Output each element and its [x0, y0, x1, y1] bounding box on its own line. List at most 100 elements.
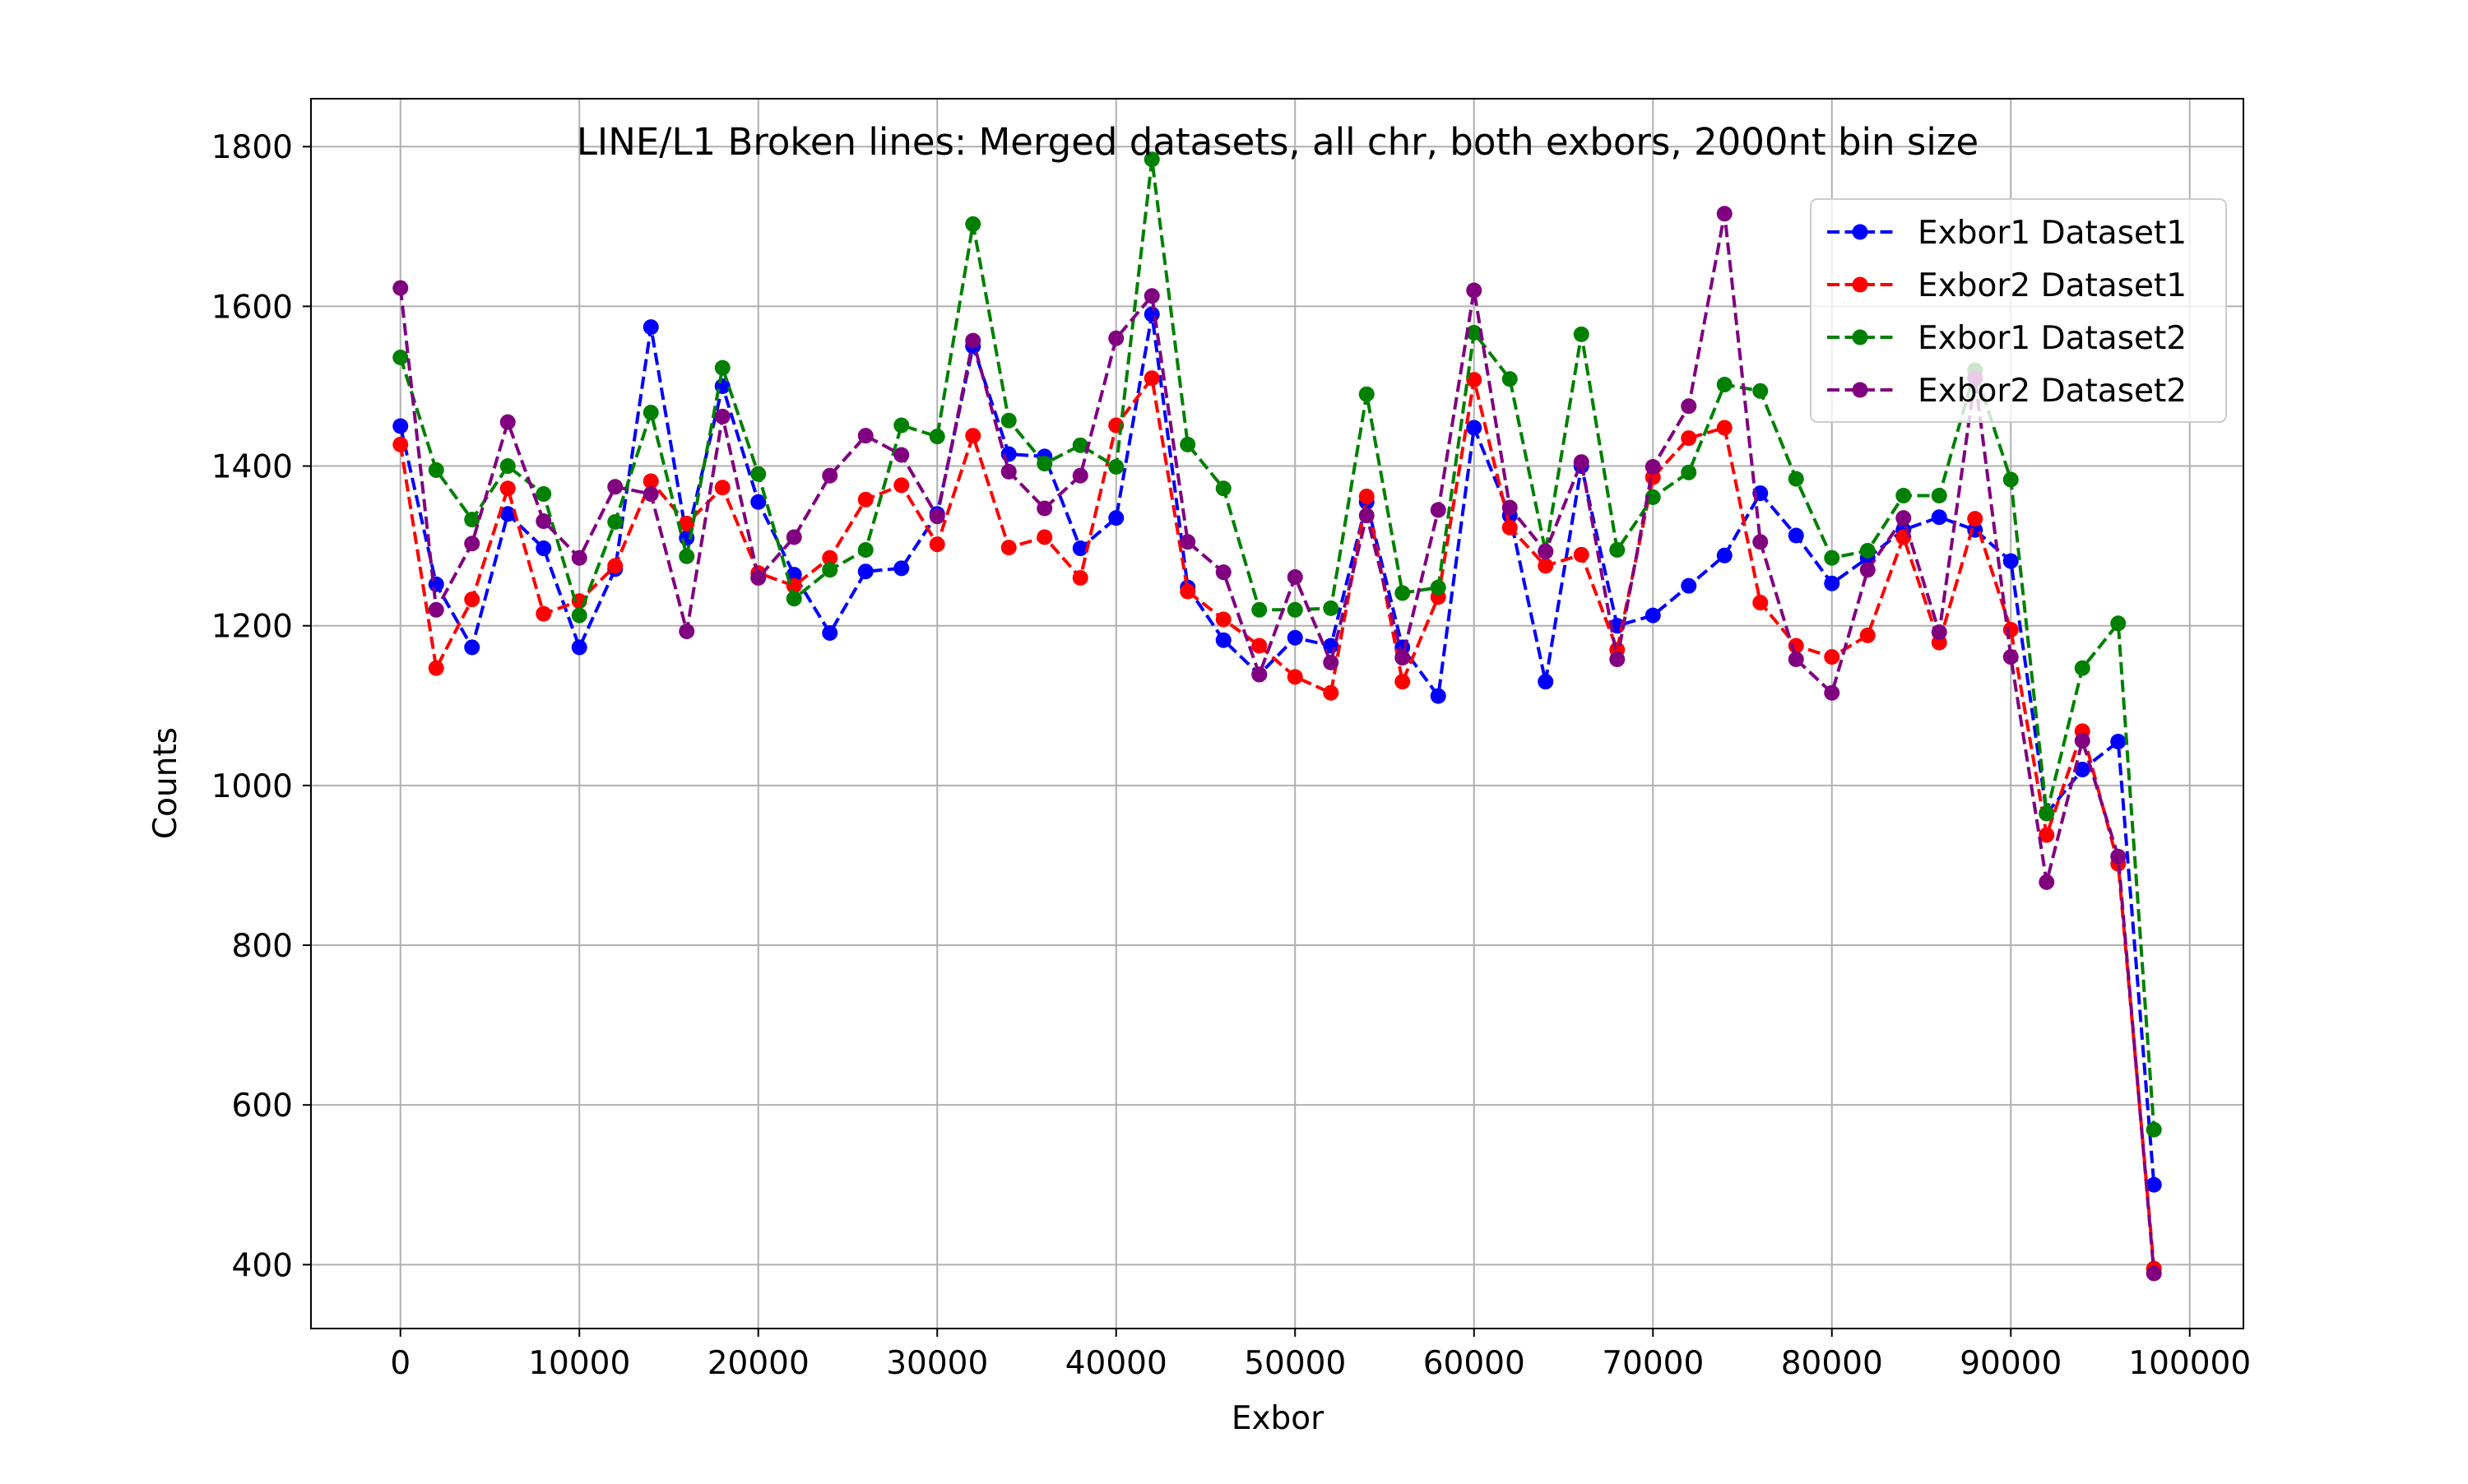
data-point: [2074, 761, 2090, 777]
data-point: [464, 512, 480, 528]
data-point: [2146, 1176, 2162, 1193]
legend-item: Exbor2 Dataset1: [1827, 267, 2187, 304]
data-point: [1037, 500, 1053, 517]
series-3: [392, 151, 2162, 1138]
x-tick-label: 40000: [1065, 1345, 1167, 1382]
x-tick-label: 100000: [2128, 1345, 2251, 1382]
data-point: [2074, 660, 2090, 676]
data-point: [893, 447, 910, 463]
data-point: [392, 350, 409, 366]
y-tick-label: 1600: [211, 289, 293, 326]
data-point: [1681, 430, 1697, 447]
legend-item: Exbor1 Dataset1: [1827, 215, 2187, 252]
data-point: [1072, 437, 1088, 453]
data-point: [1681, 398, 1697, 415]
data-point: [893, 417, 910, 434]
data-point: [1466, 420, 1482, 436]
data-point: [1501, 519, 1518, 536]
data-point: [1180, 436, 1196, 452]
data-point: [428, 601, 444, 618]
data-point: [1538, 674, 1554, 690]
data-point: [1323, 684, 1339, 701]
data-point: [1108, 330, 1125, 346]
data-point: [822, 624, 838, 641]
data-point: [1251, 666, 1268, 683]
data-point: [1180, 583, 1196, 600]
data-point: [1287, 601, 1303, 618]
data-point: [786, 567, 802, 583]
data-point: [1394, 650, 1411, 666]
data-point: [536, 486, 552, 503]
data-point: [499, 414, 516, 430]
data-point: [428, 660, 444, 676]
data-point: [499, 480, 516, 497]
data-point: [2039, 805, 2055, 822]
data-point: [1859, 542, 1876, 559]
data-point: [464, 639, 480, 656]
data-point: [1394, 674, 1411, 690]
data-point: [1466, 372, 1482, 388]
data-point: [965, 332, 981, 349]
legend-marker: [1852, 382, 1868, 398]
data-point: [2002, 471, 2019, 488]
data-point: [929, 429, 945, 445]
legend-marker: [1852, 224, 1868, 240]
data-point: [893, 560, 910, 577]
plot-frame: [310, 98, 2244, 1329]
data-point: [1108, 459, 1125, 475]
y-tick-label: 1400: [211, 449, 293, 486]
data-point: [1895, 487, 1912, 503]
data-point: [464, 536, 480, 552]
data-point: [1859, 627, 1876, 643]
data-point: [392, 436, 409, 452]
data-point: [571, 607, 587, 624]
data-point: [1645, 607, 1661, 624]
data-point: [1824, 684, 1840, 701]
data-point: [464, 591, 480, 608]
data-point: [1180, 534, 1196, 550]
legend-label: Exbor1 Dataset1: [1918, 215, 2187, 252]
data-point: [1824, 550, 1840, 566]
data-point: [822, 550, 838, 566]
data-point: [1144, 370, 1160, 387]
data-point: [1824, 575, 1840, 591]
data-point: [1681, 464, 1697, 480]
data-point: [536, 540, 552, 557]
data-point: [1538, 543, 1554, 559]
data-point: [1251, 601, 1268, 618]
data-point: [392, 418, 409, 434]
series-line: [398, 211, 2156, 1274]
data-point: [679, 548, 695, 564]
data-point: [392, 280, 409, 296]
data-point: [1037, 456, 1053, 472]
data-point: [750, 569, 767, 586]
data-point: [571, 639, 587, 656]
y-tick-label: 600: [232, 1087, 293, 1125]
data-point: [1323, 654, 1339, 670]
data-point: [1287, 568, 1303, 585]
legend-item: Exbor2 Dataset2: [1827, 373, 2187, 410]
data-point: [1931, 624, 1947, 640]
data-point: [679, 624, 695, 640]
data-point: [643, 486, 659, 503]
data-point: [2110, 848, 2127, 865]
data-point: [1716, 547, 1733, 563]
data-point: [1430, 502, 1446, 518]
data-point: [1573, 326, 1589, 342]
data-point: [1788, 527, 1804, 544]
data-point: [2002, 649, 2019, 665]
legend-label: Exbor2 Dataset1: [1918, 267, 2187, 304]
series-group: [392, 151, 2162, 1282]
data-point: [857, 541, 874, 558]
data-point: [1108, 510, 1125, 526]
legend-label: Exbor1 Dataset2: [1918, 320, 2187, 357]
data-point: [536, 513, 552, 530]
data-point: [643, 405, 659, 421]
data-point: [2146, 1121, 2162, 1138]
data-point: [1251, 638, 1268, 654]
data-point: [2039, 827, 2055, 843]
data-point: [1358, 386, 1375, 402]
x-tick-label: 20000: [707, 1345, 810, 1382]
data-point: [536, 605, 552, 622]
